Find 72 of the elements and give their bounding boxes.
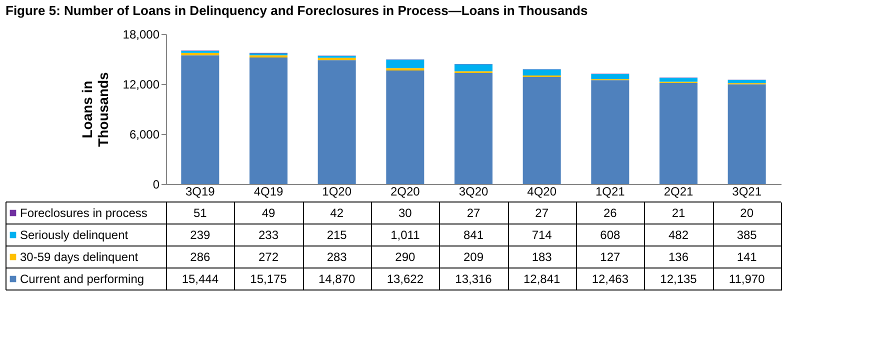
data-label: 15,175 [250,272,288,286]
bar [318,58,356,60]
data-label: 183 [532,250,552,264]
x-tick-label: 4Q19 [254,184,284,198]
y-tick-label: 6,000 [129,128,160,142]
data-label: 49 [262,206,276,220]
data-label: 608 [600,228,620,242]
y-tick-label: 0 [152,178,160,192]
x-tick-label: 3Q19 [185,184,216,198]
data-label: 13,622 [386,272,424,286]
data-label: 42 [330,206,344,220]
data-label: 14,870 [318,272,356,286]
bar [660,82,698,184]
x-tick-label: 4Q20 [527,184,557,198]
data-label: 51 [193,206,208,220]
data-label: 290 [395,250,416,264]
data-label: 12,135 [660,272,698,286]
bar [591,80,630,184]
legend-label: Current and performing [20,272,144,286]
data-label: 1,011 [390,228,420,242]
bar [386,70,424,184]
data-label: 136 [668,250,689,264]
data-label: 11,970 [728,272,766,286]
data-label: 385 [736,228,758,242]
x-tick-label: 3Q20 [458,184,488,198]
data-label: 15,444 [182,272,219,286]
y-tick-label: 18,000 [122,28,160,42]
bar [728,80,766,84]
bar [728,84,766,184]
x-tick-label: 1Q21 [595,184,626,198]
data-label: 20 [740,206,754,220]
legend-label: 30-59 days delinquent [20,250,139,264]
data-label: 841 [463,228,484,242]
data-label: 13,316 [455,272,492,286]
bar [386,60,424,68]
x-tick-label: 2Q21 [664,184,694,198]
bar [318,60,356,184]
y-axis-title: Loans in Thousands [78,72,111,147]
data-label: 12,841 [523,272,561,286]
data-label: 209 [463,250,484,264]
bar [181,55,220,184]
bar [454,64,492,72]
data-label: 283 [326,250,348,264]
data-label: 12,463 [592,272,629,286]
x-tick-label: 3Q21 [732,184,762,198]
y-tick-label: 12,000 [122,78,160,92]
data-label: 27 [535,206,549,220]
bar [250,58,288,184]
data-label: 272 [258,250,279,264]
bar [591,74,630,80]
bar [454,73,492,184]
chart-title: Figure 5: Number of Loans in Delinquency and Foreclosures in Process—Loans in Thousands [6,3,588,18]
bar [522,76,561,184]
legend-label: Foreclosures in process [20,206,148,220]
bar [660,78,698,82]
data-label: 239 [190,228,210,242]
data-label: 127 [600,250,620,264]
x-tick-label: 1Q20 [322,184,352,198]
data-label: 286 [190,250,210,264]
x-tick-label: 2Q20 [390,184,420,198]
data-label: 482 [668,228,689,242]
data-label: 141 [736,250,758,264]
data-label: 233 [258,228,279,242]
data-label: 27 [466,206,480,220]
data-label: 714 [532,228,552,242]
data-label: 215 [326,228,348,242]
data-label: 26 [603,206,618,220]
data-label: 30 [398,206,412,220]
bar [181,52,220,56]
data-label: 21 [672,206,686,220]
legend-label: Seriously delinquent [20,228,129,242]
bar [522,70,561,76]
